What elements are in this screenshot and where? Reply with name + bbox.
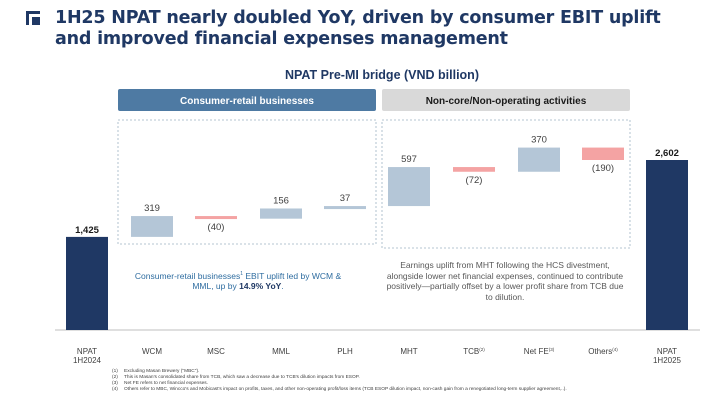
chart-title: NPAT Pre-MI bridge (VND billion) [285,68,479,82]
x-tick-label-netfe: Net FE(3) [524,347,555,356]
bar-msc [195,216,237,220]
x-tick-label-npat25: NPAT 1H2025 [653,347,682,365]
non-core-group-box [381,119,631,249]
section-label-consumer-retail: Consumer-retail businesses [180,96,314,107]
data-label-npat24: 1,425 [75,225,99,236]
footnote-2: (2) This is Masan's consolidated share fr… [112,375,360,380]
data-label-tcb: (72) [466,175,483,186]
bar-netfe [518,147,560,172]
consumer-retail-group-box [117,119,377,245]
data-label-netfe: 370 [531,135,547,146]
bar-npat24 [66,236,108,330]
section-header-non-core [382,89,630,111]
data-label-plh: 37 [340,193,351,204]
x-tick-label-npat24: NPAT 1H2024 [73,347,102,365]
data-label-mht: 597 [401,154,417,165]
x-tick-label-mml: MML [272,347,290,356]
footnote-3: (3) Net FE refers to net financial expens… [112,381,208,386]
bar-mml [260,208,302,219]
footnotes: (1) Excluding Masan Brewery ("MBC"). (2) T… [112,369,712,393]
non-core-note: Earnings uplift from MHT following the H… [386,260,624,302]
x-tick-label-mht: MHT [400,347,417,356]
footnote-1: (1) Excluding Masan Brewery ("MBC"). [112,369,200,374]
bar-mht [388,167,430,207]
bar-wcm [131,216,173,237]
x-tick-label-plh: PLH [337,347,353,356]
section-label-non-core: Non-core/Non-operating activities [426,96,587,107]
data-label-others: (190) [592,163,614,174]
data-label-wcm: 319 [144,203,160,214]
consumer-retail-note: Consumer-retail businesses1 EBIT uplift … [134,270,342,292]
x-tick-label-wcm: WCM [142,347,162,356]
x-tick-label-others: Others(4) [588,347,618,356]
bar-tcb [453,167,495,172]
section-header-consumer-retail [118,89,376,111]
bar-plh [324,206,366,210]
data-label-mml: 156 [273,195,289,206]
brand-logo-icon [26,11,40,25]
bar-others [582,147,624,160]
x-tick-label-tcb: TCB(2) [463,347,485,356]
data-label-npat25: 2,602 [655,148,679,159]
data-label-msc: (40) [208,222,225,233]
page-title: 1H25 NPAT nearly doubled YoY, driven by … [55,8,661,49]
footnote-4: (4) Others refer to MBC, Wincco's and Mob… [112,387,567,392]
x-tick-label-msc: MSC [207,347,225,356]
bar-npat25 [646,160,688,330]
